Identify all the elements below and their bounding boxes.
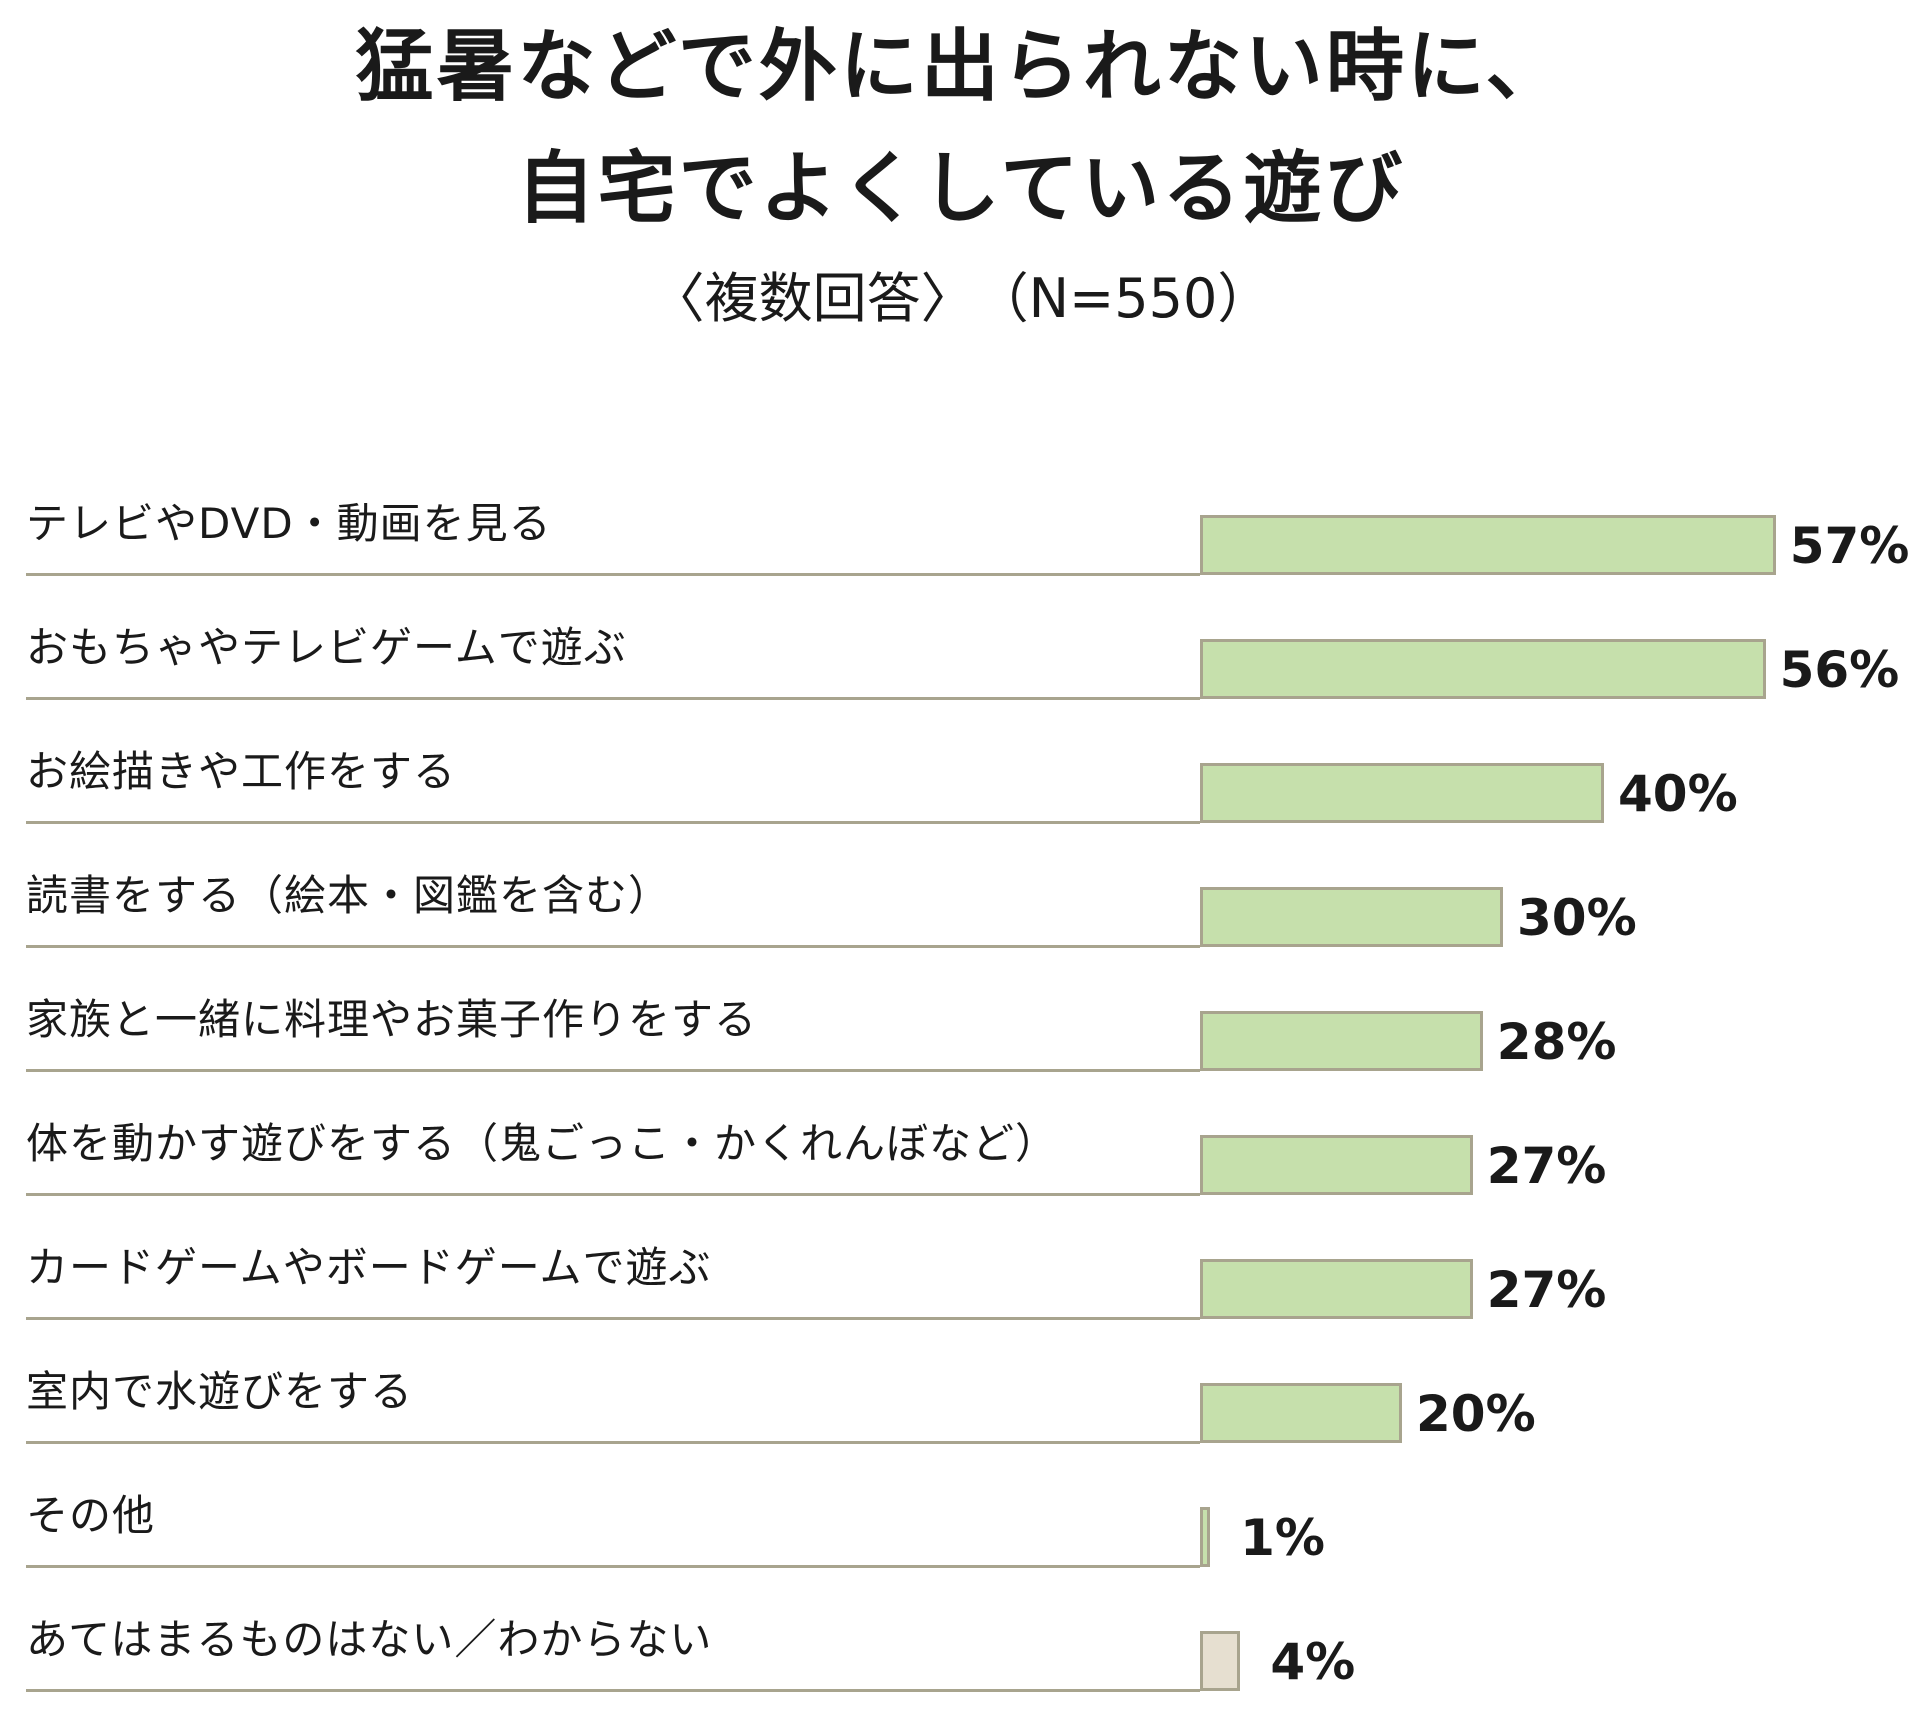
category-label: あてはまるものはない／わからない: [26, 1615, 713, 1664]
bar: [1200, 1259, 1473, 1319]
value-label: 4%: [1270, 1633, 1356, 1691]
bar: [1200, 1383, 1402, 1443]
category-label: カードゲームやボードゲームで遊ぶ: [26, 1243, 712, 1292]
value-label: 27%: [1486, 1137, 1607, 1195]
bar: [1200, 1011, 1483, 1071]
chart-title-line-2: 自宅でよくしている遊び: [516, 144, 1406, 234]
category-label: 家族と一緒に料理やお菓子作りをする: [26, 995, 758, 1044]
row-baseline: [26, 573, 1200, 576]
value-label: 28%: [1496, 1013, 1617, 1071]
bar: [1200, 1631, 1241, 1691]
category-label: おもちゃやテレビゲームで遊ぶ: [26, 623, 627, 672]
bar: [1200, 1135, 1473, 1195]
value-label: 30%: [1517, 889, 1637, 947]
row-baseline: [26, 1565, 1200, 1568]
category-label: テレビやDVD・動画を見る: [26, 499, 552, 548]
value-label: 27%: [1486, 1261, 1607, 1319]
bar: [1200, 887, 1503, 947]
category-label: 読書をする（絵本・図鑑を含む）: [26, 871, 672, 920]
row-baseline: [26, 821, 1200, 824]
chart-title-line-1: 猛暑などで外に出られない時に、: [355, 22, 1567, 112]
value-label: 20%: [1416, 1385, 1536, 1443]
chart-subtitle: 〈複数回答〉 （N=550）: [650, 267, 1272, 330]
bar: [1200, 763, 1604, 823]
bar: [1200, 515, 1776, 575]
bar: [1200, 1507, 1211, 1567]
category-label: 体を動かす遊びをする（鬼ごっこ・かくれんぼなど）: [26, 1119, 1059, 1168]
value-label: 56%: [1779, 641, 1900, 699]
value-label: 40%: [1618, 765, 1738, 823]
row-baseline: [26, 1069, 1200, 1072]
row-baseline: [26, 1193, 1200, 1196]
value-label: 1%: [1240, 1509, 1325, 1567]
row-baseline: [26, 1441, 1200, 1444]
category-label: その他: [26, 1491, 156, 1540]
row-baseline: [26, 1317, 1200, 1320]
bar: [1200, 639, 1766, 699]
value-label: 57%: [1789, 517, 1910, 575]
row-baseline: [26, 1689, 1200, 1692]
category-label: 室内で水遊びをする: [26, 1367, 414, 1416]
row-baseline: [26, 945, 1200, 948]
category-label: お絵描きや工作をする: [26, 747, 457, 796]
row-baseline: [26, 697, 1200, 700]
